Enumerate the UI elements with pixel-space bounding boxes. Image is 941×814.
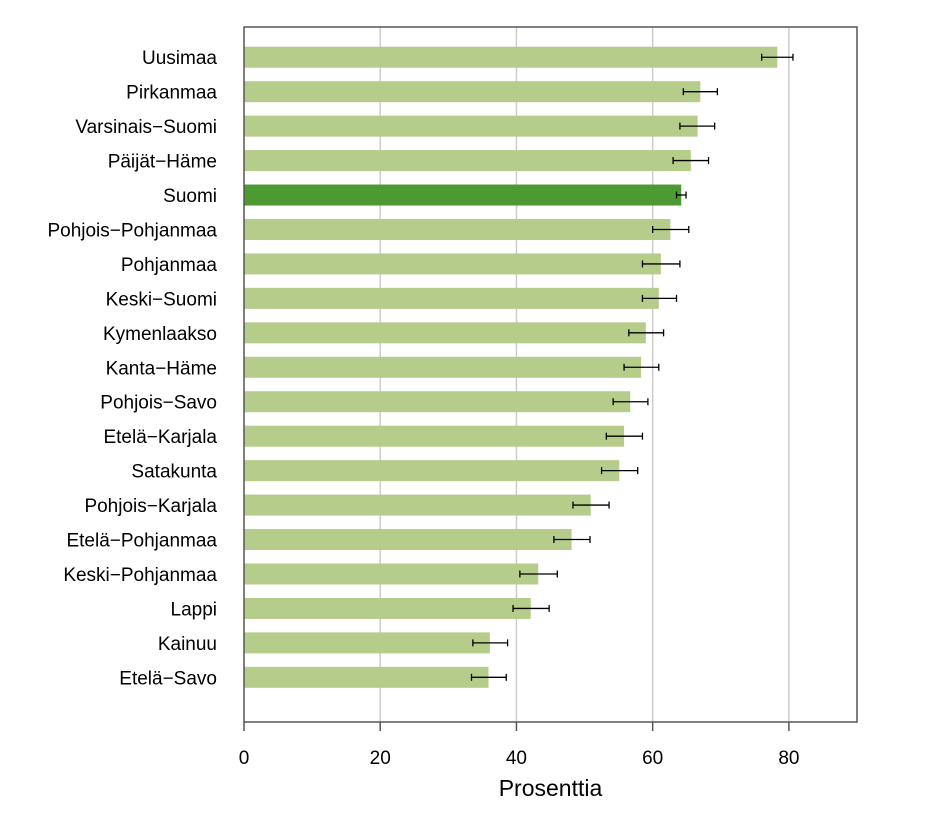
bar-1 <box>244 81 701 103</box>
error-bars <box>470 53 794 681</box>
bars <box>244 46 778 688</box>
bar-3 <box>244 150 691 172</box>
error-bar-8 <box>628 329 665 337</box>
bar-11 <box>244 425 625 447</box>
bar-2 <box>244 115 698 137</box>
error-bar-14 <box>553 536 591 544</box>
tick-label-0: 0 <box>239 748 250 769</box>
error-bar-13 <box>572 501 610 509</box>
category-label-14: Etelä−Pohjanmaa <box>66 531 217 552</box>
error-bar-17 <box>472 639 509 647</box>
category-label-15: Keski−Pohjanmaa <box>63 565 217 586</box>
tick-label-80: 80 <box>778 748 799 769</box>
error-bar-9 <box>623 363 660 371</box>
bar-16 <box>244 597 531 619</box>
category-label-8: Kymenlaakso <box>103 324 217 345</box>
bar-4 <box>244 184 682 206</box>
error-bar-16 <box>512 604 550 612</box>
bar-0 <box>244 46 778 68</box>
tick-label-60: 60 <box>642 748 663 769</box>
category-label-2: Varsinais−Suomi <box>75 117 217 138</box>
category-label-18: Etelä−Savo <box>119 668 217 689</box>
bar-12 <box>244 460 620 482</box>
category-label-3: Päijät−Häme <box>108 152 217 173</box>
category-label-16: Lappi <box>171 599 218 620</box>
bar-15 <box>244 563 539 585</box>
bar-5 <box>244 218 671 240</box>
category-label-0: Uusimaa <box>142 48 217 69</box>
category-label-17: Kainuu <box>158 634 217 655</box>
error-bar-15 <box>519 570 558 578</box>
error-bar-18 <box>470 673 507 681</box>
x-axis-title: Prosenttia <box>499 775 603 801</box>
category-label-10: Pohjois−Savo <box>100 393 217 414</box>
error-bar-6 <box>641 260 681 268</box>
x-axis: 0 20 40 60 80 <box>239 722 799 769</box>
error-bar-0 <box>760 53 794 61</box>
tick-label-40: 40 <box>506 748 527 769</box>
bar-13 <box>244 494 591 516</box>
bar-10 <box>244 391 631 413</box>
category-label-6: Pohjanmaa <box>121 255 218 276</box>
error-bar-4 <box>675 191 687 199</box>
error-bar-11 <box>605 432 644 440</box>
bar-7 <box>244 287 659 309</box>
category-labels: Uusimaa Pirkanmaa Varsinais−Suomi Päijät−Hä… <box>47 48 217 689</box>
bar-18 <box>244 666 489 688</box>
error-bar-3 <box>672 157 710 165</box>
category-label-4: Suomi <box>163 186 217 207</box>
category-label-1: Pirkanmaa <box>126 83 217 104</box>
category-label-11: Etelä−Karjala <box>103 427 217 448</box>
error-bar-7 <box>641 294 678 302</box>
error-bar-12 <box>600 467 639 475</box>
category-label-9: Kanta−Häme <box>106 358 217 379</box>
category-label-12: Satakunta <box>131 462 217 483</box>
bar-8 <box>244 322 646 344</box>
bar-9 <box>244 356 642 378</box>
plot-frame <box>243 26 858 723</box>
tick-label-20: 20 <box>370 748 391 769</box>
bar-17 <box>244 632 490 654</box>
error-bar-1 <box>682 88 719 96</box>
category-label-13: Pohjois−Karjala <box>84 496 217 517</box>
bar-14 <box>244 529 572 551</box>
bar-6 <box>244 253 661 275</box>
error-bar-2 <box>679 122 716 130</box>
error-bar-10 <box>612 398 649 406</box>
category-label-7: Keski−Suomi <box>106 289 217 310</box>
category-label-5: Pohjois−Pohjanmaa <box>47 220 217 241</box>
error-bar-5 <box>652 225 690 233</box>
